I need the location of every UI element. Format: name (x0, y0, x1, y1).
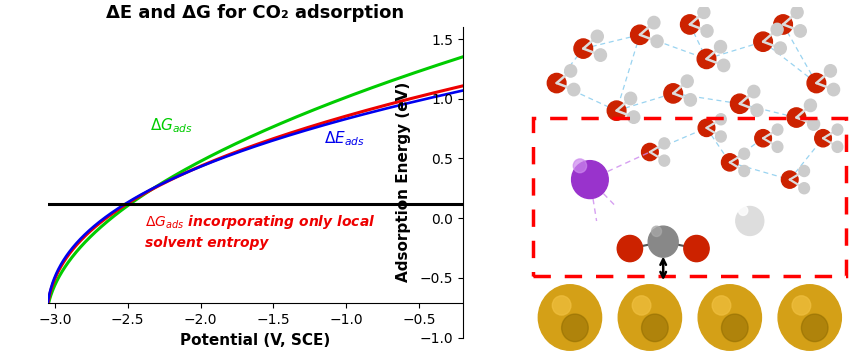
Circle shape (618, 235, 643, 262)
Circle shape (698, 285, 761, 350)
Circle shape (801, 314, 828, 342)
Circle shape (628, 111, 640, 123)
Circle shape (565, 65, 577, 77)
Circle shape (659, 155, 670, 166)
Circle shape (684, 94, 696, 106)
Circle shape (828, 83, 840, 96)
Text: $\Delta E_{ads}$: $\Delta E_{ads}$ (324, 129, 365, 148)
Circle shape (594, 49, 606, 61)
Circle shape (552, 296, 571, 315)
Circle shape (771, 23, 783, 36)
Circle shape (698, 119, 714, 136)
Y-axis label: Adsorption Energy (eV): Adsorption Energy (eV) (396, 82, 411, 282)
Circle shape (697, 49, 716, 69)
Circle shape (682, 75, 693, 87)
Circle shape (739, 165, 750, 177)
Circle shape (721, 314, 748, 342)
Circle shape (792, 296, 811, 315)
Circle shape (807, 73, 826, 93)
Circle shape (751, 104, 763, 117)
Circle shape (659, 138, 670, 149)
Circle shape (730, 94, 749, 113)
Circle shape (625, 92, 637, 105)
Circle shape (755, 130, 772, 147)
Circle shape (774, 42, 786, 55)
Circle shape (774, 15, 792, 34)
Circle shape (572, 161, 608, 199)
Circle shape (561, 314, 588, 342)
Circle shape (794, 25, 806, 37)
Title: ΔE and ΔG for CO₂ adsorption: ΔE and ΔG for CO₂ adsorption (106, 4, 404, 22)
Circle shape (712, 296, 731, 315)
Circle shape (778, 285, 842, 350)
Circle shape (681, 15, 699, 34)
Circle shape (804, 99, 817, 112)
Circle shape (592, 30, 603, 43)
Text: $\Delta G_{ads}$ incorporating only local
solvent entropy: $\Delta G_{ads}$ incorporating only loca… (145, 213, 375, 250)
Circle shape (618, 285, 682, 350)
Circle shape (791, 6, 803, 18)
Circle shape (753, 32, 772, 51)
Circle shape (832, 124, 843, 135)
Circle shape (648, 16, 660, 29)
Circle shape (799, 183, 810, 194)
Circle shape (632, 296, 650, 315)
Circle shape (573, 159, 586, 173)
Circle shape (781, 171, 798, 188)
Circle shape (718, 59, 730, 71)
Circle shape (651, 226, 662, 236)
Circle shape (808, 118, 820, 130)
Circle shape (832, 141, 843, 152)
Circle shape (739, 148, 750, 159)
Circle shape (574, 39, 593, 58)
Text: $\Delta G_{ads}$: $\Delta G_{ads}$ (150, 117, 192, 135)
Circle shape (698, 6, 710, 18)
Circle shape (642, 143, 658, 161)
Circle shape (736, 206, 764, 235)
Circle shape (715, 114, 727, 125)
Circle shape (607, 101, 626, 120)
Circle shape (715, 131, 727, 142)
Circle shape (651, 35, 663, 48)
Circle shape (787, 108, 805, 127)
Circle shape (772, 141, 783, 152)
Circle shape (567, 83, 580, 96)
Circle shape (642, 314, 668, 342)
Circle shape (824, 65, 836, 77)
Circle shape (631, 25, 650, 44)
Circle shape (701, 25, 713, 37)
Circle shape (721, 154, 738, 171)
Circle shape (748, 85, 759, 98)
Circle shape (538, 285, 601, 350)
Circle shape (648, 226, 678, 257)
Circle shape (799, 165, 810, 177)
Circle shape (663, 84, 682, 103)
Circle shape (684, 235, 709, 262)
Bar (534, 118, 846, 276)
Circle shape (714, 40, 727, 53)
Circle shape (548, 73, 566, 93)
X-axis label: Potential (V, SCE): Potential (V, SCE) (180, 332, 330, 348)
Circle shape (739, 206, 747, 216)
Circle shape (772, 124, 783, 135)
Circle shape (815, 130, 831, 147)
